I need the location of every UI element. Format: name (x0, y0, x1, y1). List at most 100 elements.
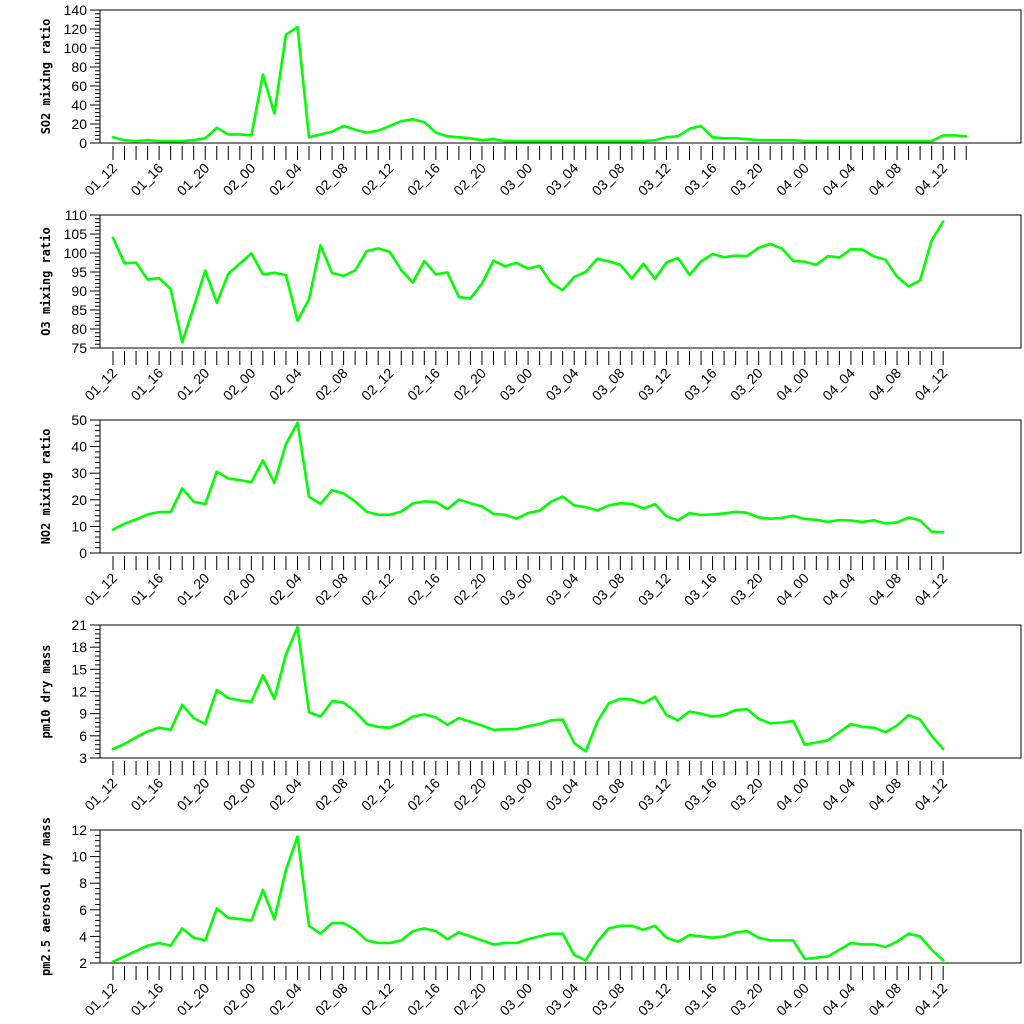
y-tick-label: 80 (71, 59, 87, 75)
x-tick-label: 02_04 (266, 160, 305, 199)
x-tick-label: 03_20 (727, 980, 766, 1019)
x-tick-label: 03_20 (727, 160, 766, 199)
y-tick-label: 12 (71, 822, 87, 838)
x-tick-label: 04_00 (773, 775, 812, 814)
y-tick-label: 6 (79, 728, 87, 744)
x-tick-label: 01_20 (174, 980, 213, 1019)
y-tick-label: 50 (71, 412, 87, 428)
y-tick-label: 120 (64, 21, 88, 37)
x-tick-label: 03_00 (496, 775, 535, 814)
y-tick-label: 85 (71, 302, 87, 318)
x-tick-label: 04_00 (773, 570, 812, 609)
x-tick-label: 03_04 (542, 570, 581, 609)
y-tick-label: 60 (71, 78, 87, 94)
x-tick-label: 03_08 (589, 160, 628, 199)
x-tick-label: 02_08 (312, 570, 351, 609)
x-tick-label: 04_04 (819, 365, 858, 404)
y-tick-label: 100 (64, 40, 88, 56)
y-axis-label: pm10 dry mass (39, 645, 53, 739)
x-tick-label: 02_16 (404, 570, 443, 609)
y-tick-label: 40 (71, 439, 87, 455)
x-tick-label: 03_04 (542, 365, 581, 404)
x-tick-label: 04_08 (865, 365, 904, 404)
y-tick-label: 0 (79, 135, 87, 151)
y-tick-label: 110 (65, 207, 88, 223)
y-tick-label: 90 (71, 283, 87, 299)
y-tick-label: 9 (79, 706, 87, 722)
plot-frame (99, 419, 1022, 554)
x-tick-label: 04_00 (773, 365, 812, 404)
x-tick-label: 01_12 (81, 570, 120, 609)
y-tick-label: 30 (71, 465, 87, 481)
x-tick-label: 02_20 (450, 570, 489, 609)
x-tick-label: 01_16 (127, 775, 166, 814)
x-tick-label: 03_08 (589, 365, 628, 404)
x-tick-label: 03_00 (496, 365, 535, 404)
y-tick-label: 80 (71, 321, 87, 337)
y-tick-label: 2 (79, 955, 87, 971)
x-tick-label: 02_12 (358, 775, 397, 814)
y-axis-label: O3 mixing ratio (39, 227, 53, 335)
plot-frame (99, 624, 1022, 759)
x-tick-label: 02_16 (404, 160, 443, 199)
series-line (111, 25, 968, 143)
series-line (111, 421, 945, 534)
x-tick-label: 02_16 (404, 980, 443, 1019)
x-tick-label: 01_16 (127, 980, 166, 1019)
x-tick-label: 03_00 (496, 160, 535, 199)
x-tick-label: 04_12 (911, 160, 950, 199)
y-tick-label: 3 (79, 750, 87, 766)
plot-frame (99, 829, 1022, 964)
x-tick-label: 03_12 (635, 980, 674, 1019)
x-tick-label: 02_08 (312, 775, 351, 814)
series-line (111, 625, 945, 753)
x-tick-label: 03_12 (635, 365, 674, 404)
y-tick-label: 15 (71, 661, 87, 677)
x-tick-label: 01_20 (174, 775, 213, 814)
x-tick-label: 02_16 (404, 775, 443, 814)
series-line (111, 220, 945, 344)
x-tick-label: 04_04 (819, 160, 858, 199)
y-tick-label: 100 (64, 245, 88, 261)
y-axis-label: SO2 mixing ratio (39, 19, 53, 135)
y-tick-label: 140 (64, 2, 88, 18)
x-tick-label: 03_00 (496, 570, 535, 609)
x-tick-label: 03_08 (589, 570, 628, 609)
x-tick-label: 02_00 (220, 365, 259, 404)
y-tick-label: 105 (64, 226, 88, 242)
x-tick-label: 02_00 (220, 160, 259, 199)
x-tick-label: 01_20 (174, 570, 213, 609)
x-tick-label: 03_08 (589, 775, 628, 814)
x-tick-label: 02_12 (358, 980, 397, 1019)
x-tick-label: 03_20 (727, 775, 766, 814)
x-tick-label: 04_08 (865, 570, 904, 609)
x-tick-label: 03_16 (681, 570, 720, 609)
y-tick-label: 20 (71, 492, 87, 508)
plot-frame (99, 9, 1022, 144)
y-tick-label: 8 (79, 875, 87, 891)
x-tick-label: 01_16 (127, 365, 166, 404)
x-tick-label: 03_12 (635, 570, 674, 609)
x-tick-label: 03_04 (542, 775, 581, 814)
x-tick-label: 04_04 (819, 570, 858, 609)
x-tick-label: 04_08 (865, 775, 904, 814)
y-tick-label: 10 (71, 518, 87, 534)
x-tick-label: 02_20 (450, 365, 489, 404)
y-tick-label: 4 (79, 928, 87, 944)
x-tick-label: 03_16 (681, 775, 720, 814)
x-tick-label: 02_20 (450, 160, 489, 199)
x-tick-label: 01_16 (127, 160, 166, 199)
x-tick-label: 02_00 (220, 775, 259, 814)
chart-panel-3: 0 10 20 30 40 50 NO2 mixing ratio 01_12 01_16 01_… (39, 412, 1022, 609)
y-tick-label: 21 (71, 617, 87, 633)
x-tick-label: 02_04 (266, 365, 305, 404)
y-tick-label: 6 (79, 902, 87, 918)
x-tick-label: 02_08 (312, 160, 351, 199)
y-tick-label: 20 (71, 116, 87, 132)
x-tick-label: 03_08 (589, 980, 628, 1019)
y-axis-label: pm2.5 aerosol dry mass (39, 817, 53, 976)
x-tick-label: 04_00 (773, 160, 812, 199)
